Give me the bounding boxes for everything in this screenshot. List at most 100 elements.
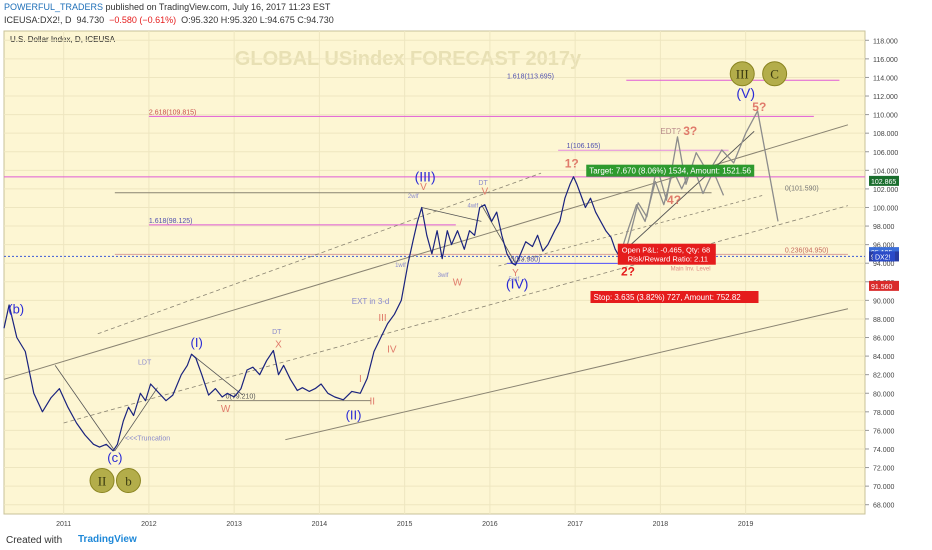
y-tick-label: 80.000 xyxy=(873,391,895,398)
publish-line: POWERFUL_TRADERS published on TradingVie… xyxy=(4,2,330,12)
price-change: −0.580 (−0.61%) xyxy=(109,15,177,25)
trend-line xyxy=(54,365,116,452)
y-tick-label: 106.000 xyxy=(873,150,898,157)
y-tick-label: 84.000 xyxy=(873,354,895,361)
y-tick-label: 100.000 xyxy=(873,205,898,212)
y-tick-label: 114.000 xyxy=(873,75,898,82)
wave-label: DT xyxy=(478,180,488,187)
wave-label: 2wlf xyxy=(408,194,419,200)
chart-title: U.S. Dollar Index, D, ICEUSA xyxy=(10,35,116,44)
wave-label: (c) xyxy=(107,450,122,465)
wave-label: EDT? xyxy=(660,127,681,136)
chart-svg: U.S. Dollar Index, D, ICEUSA GLOBAL USin… xyxy=(3,30,899,528)
trend-line xyxy=(191,353,243,396)
circled-wave-marker xyxy=(115,468,141,494)
fib-level-label: 0(101.590) xyxy=(785,186,819,193)
published-text: published on TradingView.com, July 16, 2… xyxy=(105,2,331,12)
price-tag-bg xyxy=(873,251,895,262)
y-tick-label: 104.000 xyxy=(873,168,898,175)
trend-line xyxy=(617,130,755,258)
wave-label: (II) xyxy=(346,407,362,422)
trend-line xyxy=(63,205,849,424)
chart-footer: Created with TradingView xyxy=(0,530,932,550)
wave-label: 5wlf xyxy=(508,277,519,283)
symbol-label: ICEUSA:DX2!, D xyxy=(4,15,72,25)
fib-level-label: 2.618(109.815) xyxy=(149,109,196,116)
created-with-label: Created with xyxy=(6,535,63,546)
target-box xyxy=(586,164,755,177)
y-axis: 68.000 70.000 72.000 74.000 76.000 78.000 80.0… xyxy=(865,38,898,510)
y-tick-label: 88.000 xyxy=(873,317,895,324)
price-tag: DX2! xyxy=(875,254,891,261)
circled-wave-label: C xyxy=(770,67,779,82)
y-tick-label: 108.000 xyxy=(873,131,898,138)
y-tick-label: 90.000 xyxy=(873,298,895,305)
chart-header: POWERFUL_TRADERS published on TradingVie… xyxy=(0,0,932,30)
plot-area xyxy=(3,30,866,515)
wave-label: X xyxy=(275,340,282,351)
x-tick-label: 2012 xyxy=(141,521,157,528)
x-axis: 2011 2012 2013 2014 2015 2016 2017 2018 2019 xyxy=(56,521,753,528)
circled-wave-marker xyxy=(729,61,755,87)
author-link[interactable]: POWERFUL_TRADERS xyxy=(4,2,104,12)
fib-level-label: 1(106.165) xyxy=(567,143,601,150)
trend-line xyxy=(421,207,482,222)
wave-label: 4wlf xyxy=(468,203,479,209)
y-tick-label: 78.000 xyxy=(873,410,895,417)
wave-label: 3wlf xyxy=(438,273,449,279)
y-tick-label: 86.000 xyxy=(873,336,895,343)
wave-label: 1wlf xyxy=(395,263,406,269)
wave-label: 3? xyxy=(683,124,697,138)
wave-label: I xyxy=(359,374,362,385)
wave-label: <<<Truncation xyxy=(125,436,170,443)
trend-line xyxy=(285,308,849,441)
y-tick-label: 76.000 xyxy=(873,428,895,435)
y-tick-label: 74.000 xyxy=(873,447,895,454)
target-text: Target: 7.670 (8.06%) 1534, Amount: 1521… xyxy=(589,167,751,176)
x-tick-label: 2019 xyxy=(738,521,754,528)
y-tick-label: 116.000 xyxy=(873,57,898,64)
wave-label: Y xyxy=(512,268,519,279)
y-tick-label: 72.000 xyxy=(873,466,895,473)
price-tag: 91.560 xyxy=(871,284,893,291)
wave-label: (b) xyxy=(8,301,24,316)
y-tick-label: 82.000 xyxy=(873,373,895,380)
y-tick-label: 102.000 xyxy=(873,187,898,194)
last-price: 94.730 xyxy=(76,15,105,25)
circled-wave-label: II xyxy=(98,474,107,489)
pnl-text: Open P&L: -0.465, Qty: 68 xyxy=(622,246,710,255)
grid xyxy=(4,31,865,514)
fib-level-label: 0(79.210) xyxy=(226,394,256,401)
wave-label: II xyxy=(369,396,375,407)
fib-level-label: 1.618(98.125) xyxy=(149,218,193,225)
wave-label: DT xyxy=(272,329,282,336)
y-tick-label: 118.000 xyxy=(873,38,898,45)
price-tag-bg xyxy=(869,175,899,186)
wave-label: III xyxy=(378,313,386,324)
x-tick-label: 2017 xyxy=(567,521,583,528)
price-line xyxy=(3,176,621,452)
circled-wave-marker xyxy=(762,61,788,87)
y-tick-label: 96.000 xyxy=(873,243,895,250)
price-tag: 102.865 xyxy=(871,179,896,186)
y-tick-label: 98.000 xyxy=(873,224,895,231)
wave-label: V xyxy=(420,182,427,193)
projection-line-2 xyxy=(618,164,725,257)
y-tick-label: 94.000 xyxy=(873,261,895,268)
ohlc-values: O:95.320 H:95.320 L:94.675 C:94.730 xyxy=(181,15,334,25)
circled-wave-marker xyxy=(89,468,115,494)
pnl-box xyxy=(617,243,716,265)
wave-label: W xyxy=(453,278,463,289)
rr-text: Risk/Reward Ratio: 2.11 xyxy=(628,255,708,264)
wave-label: IV xyxy=(387,344,397,355)
tradingview-link[interactable]: TradingView xyxy=(78,534,137,545)
x-tick-label: 2015 xyxy=(397,521,413,528)
trade-boxes: Target: 7.670 (8.06%) 1534, Amount: 1521… xyxy=(586,164,759,304)
wave-label: Main Inv. Level xyxy=(671,267,711,273)
wave-label: (IV) xyxy=(506,275,529,291)
y-tick-label: 110.000 xyxy=(873,113,898,120)
x-tick-label: 2014 xyxy=(312,521,328,528)
wave-label: (I) xyxy=(191,335,203,350)
trend-line xyxy=(97,172,542,335)
trend-line xyxy=(114,387,158,452)
